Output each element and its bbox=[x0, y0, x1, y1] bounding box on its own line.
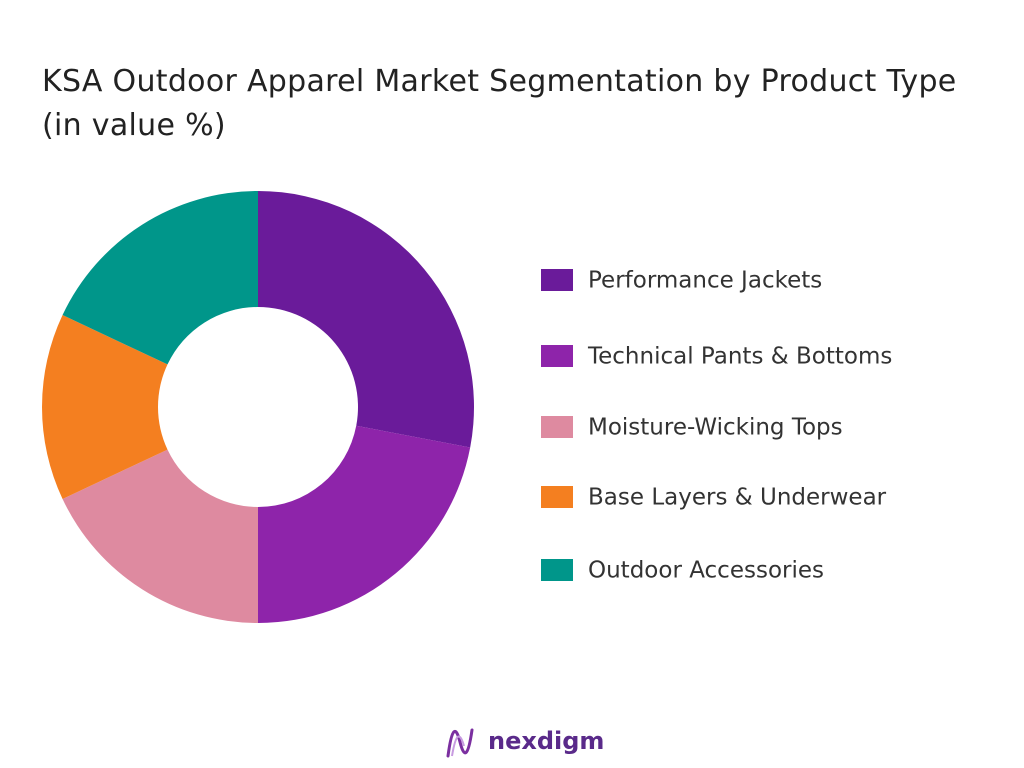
donut-segment bbox=[258, 191, 475, 448]
legend-label: Technical Pants & Bottoms bbox=[587, 344, 892, 370]
legend-label: Moisture-Wicking Tops bbox=[588, 415, 843, 441]
legend-swatch bbox=[541, 345, 573, 367]
legend-swatch bbox=[541, 269, 573, 291]
logo-text: nexdigm bbox=[488, 727, 604, 755]
legend-swatch bbox=[541, 486, 573, 508]
legend-label: Performance Jackets bbox=[588, 268, 822, 294]
donut-segment bbox=[62, 191, 258, 365]
legend-label: Base Layers & Underwear bbox=[588, 485, 887, 511]
legend-swatch bbox=[541, 416, 573, 438]
donut-segment bbox=[42, 315, 168, 499]
legend-swatch bbox=[541, 559, 573, 581]
chart-title: KSA Outdoor Apparel Market Segmentation … bbox=[42, 64, 957, 143]
donut-segment bbox=[62, 449, 258, 623]
donut-segment bbox=[258, 425, 471, 623]
logo-icon bbox=[446, 728, 474, 758]
legend-label: Outdoor Accessories bbox=[588, 558, 824, 584]
